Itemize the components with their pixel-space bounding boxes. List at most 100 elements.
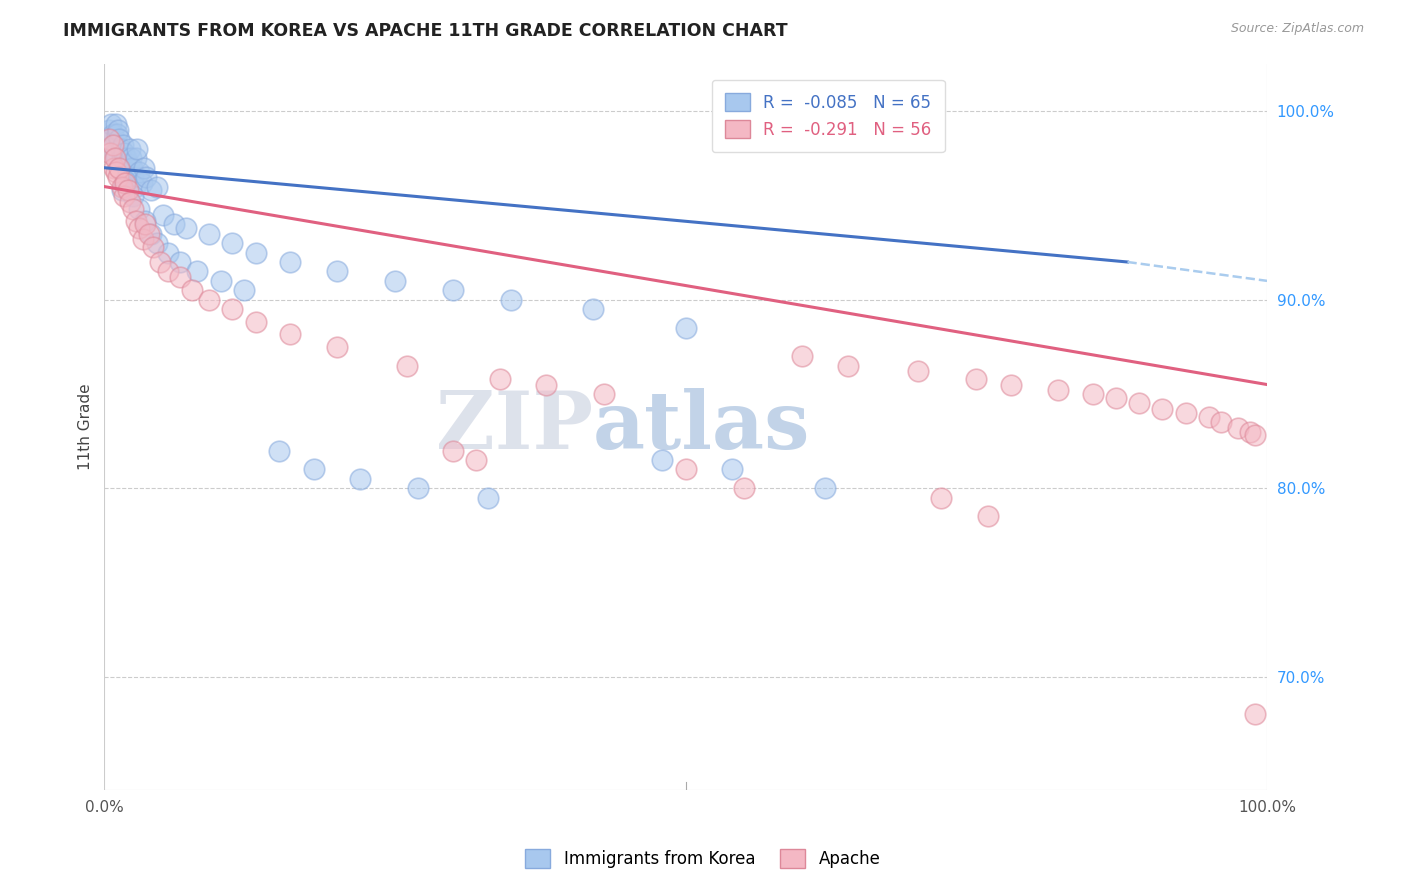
Point — [1226, 421, 1249, 435]
Point — [180, 283, 202, 297]
Point — [98, 132, 121, 146]
Point — [186, 264, 208, 278]
Point — [103, 138, 125, 153]
Point — [488, 372, 510, 386]
Point — [103, 161, 125, 175]
Point — [122, 189, 145, 203]
Point — [111, 151, 134, 165]
Point — [98, 132, 121, 146]
Point — [132, 232, 155, 246]
Point — [1081, 387, 1104, 401]
Point — [837, 359, 859, 373]
Point — [1174, 406, 1197, 420]
Text: atlas: atlas — [593, 388, 810, 466]
Point — [977, 509, 1000, 524]
Point — [1000, 377, 1022, 392]
Point — [163, 217, 186, 231]
Point — [100, 117, 122, 131]
Point — [125, 213, 148, 227]
Point — [157, 245, 180, 260]
Point — [115, 151, 138, 165]
Point — [101, 138, 124, 153]
Point — [441, 443, 464, 458]
Point — [122, 170, 145, 185]
Point — [174, 221, 197, 235]
Point — [112, 145, 135, 160]
Point — [135, 170, 157, 185]
Point — [107, 123, 129, 137]
Point — [105, 127, 128, 141]
Point — [1239, 425, 1261, 439]
Point — [108, 132, 131, 146]
Point — [128, 202, 150, 217]
Point — [384, 274, 406, 288]
Point — [112, 189, 135, 203]
Point — [105, 151, 128, 165]
Point — [125, 151, 148, 165]
Point — [152, 208, 174, 222]
Point — [733, 481, 755, 495]
Point — [408, 481, 430, 495]
Point — [965, 372, 987, 386]
Point — [118, 194, 141, 209]
Point — [651, 453, 673, 467]
Point — [138, 227, 160, 241]
Point — [105, 164, 128, 178]
Point — [1046, 383, 1069, 397]
Point — [125, 142, 148, 156]
Point — [907, 364, 929, 378]
Point — [114, 176, 136, 190]
Point — [118, 157, 141, 171]
Text: ZIP: ZIP — [436, 388, 593, 466]
Point — [111, 179, 134, 194]
Point — [1152, 402, 1174, 417]
Point — [105, 117, 128, 131]
Point — [122, 202, 145, 217]
Point — [117, 164, 139, 178]
Point — [120, 151, 142, 165]
Point — [134, 217, 156, 231]
Point — [209, 274, 232, 288]
Point — [721, 462, 744, 476]
Point — [582, 302, 605, 317]
Point — [790, 349, 813, 363]
Point — [302, 462, 325, 476]
Point — [1244, 428, 1267, 442]
Y-axis label: 11th Grade: 11th Grade — [79, 384, 93, 470]
Point — [114, 174, 136, 188]
Point — [477, 491, 499, 505]
Point — [593, 387, 616, 401]
Point — [104, 145, 127, 160]
Point — [132, 161, 155, 175]
Point — [1198, 409, 1220, 424]
Point — [675, 321, 697, 335]
Point — [111, 183, 134, 197]
Point — [349, 472, 371, 486]
Point — [111, 138, 134, 153]
Point — [326, 340, 349, 354]
Point — [221, 236, 243, 251]
Point — [395, 359, 418, 373]
Point — [198, 227, 221, 241]
Text: IMMIGRANTS FROM KOREA VS APACHE 11TH GRADE CORRELATION CHART: IMMIGRANTS FROM KOREA VS APACHE 11TH GRA… — [63, 22, 787, 40]
Point — [157, 264, 180, 278]
Point — [441, 283, 464, 297]
Point — [104, 151, 127, 165]
Point — [245, 245, 267, 260]
Point — [110, 142, 132, 156]
Point — [145, 179, 167, 194]
Point — [145, 236, 167, 251]
Point — [98, 123, 121, 137]
Point — [131, 176, 153, 190]
Point — [107, 170, 129, 185]
Point — [198, 293, 221, 307]
Point — [114, 157, 136, 171]
Point — [169, 255, 191, 269]
Point — [1128, 396, 1150, 410]
Point — [108, 161, 131, 175]
Text: Source: ZipAtlas.com: Source: ZipAtlas.com — [1230, 22, 1364, 36]
Point — [931, 491, 953, 505]
Point — [134, 213, 156, 227]
Point — [121, 161, 143, 175]
Point — [169, 270, 191, 285]
